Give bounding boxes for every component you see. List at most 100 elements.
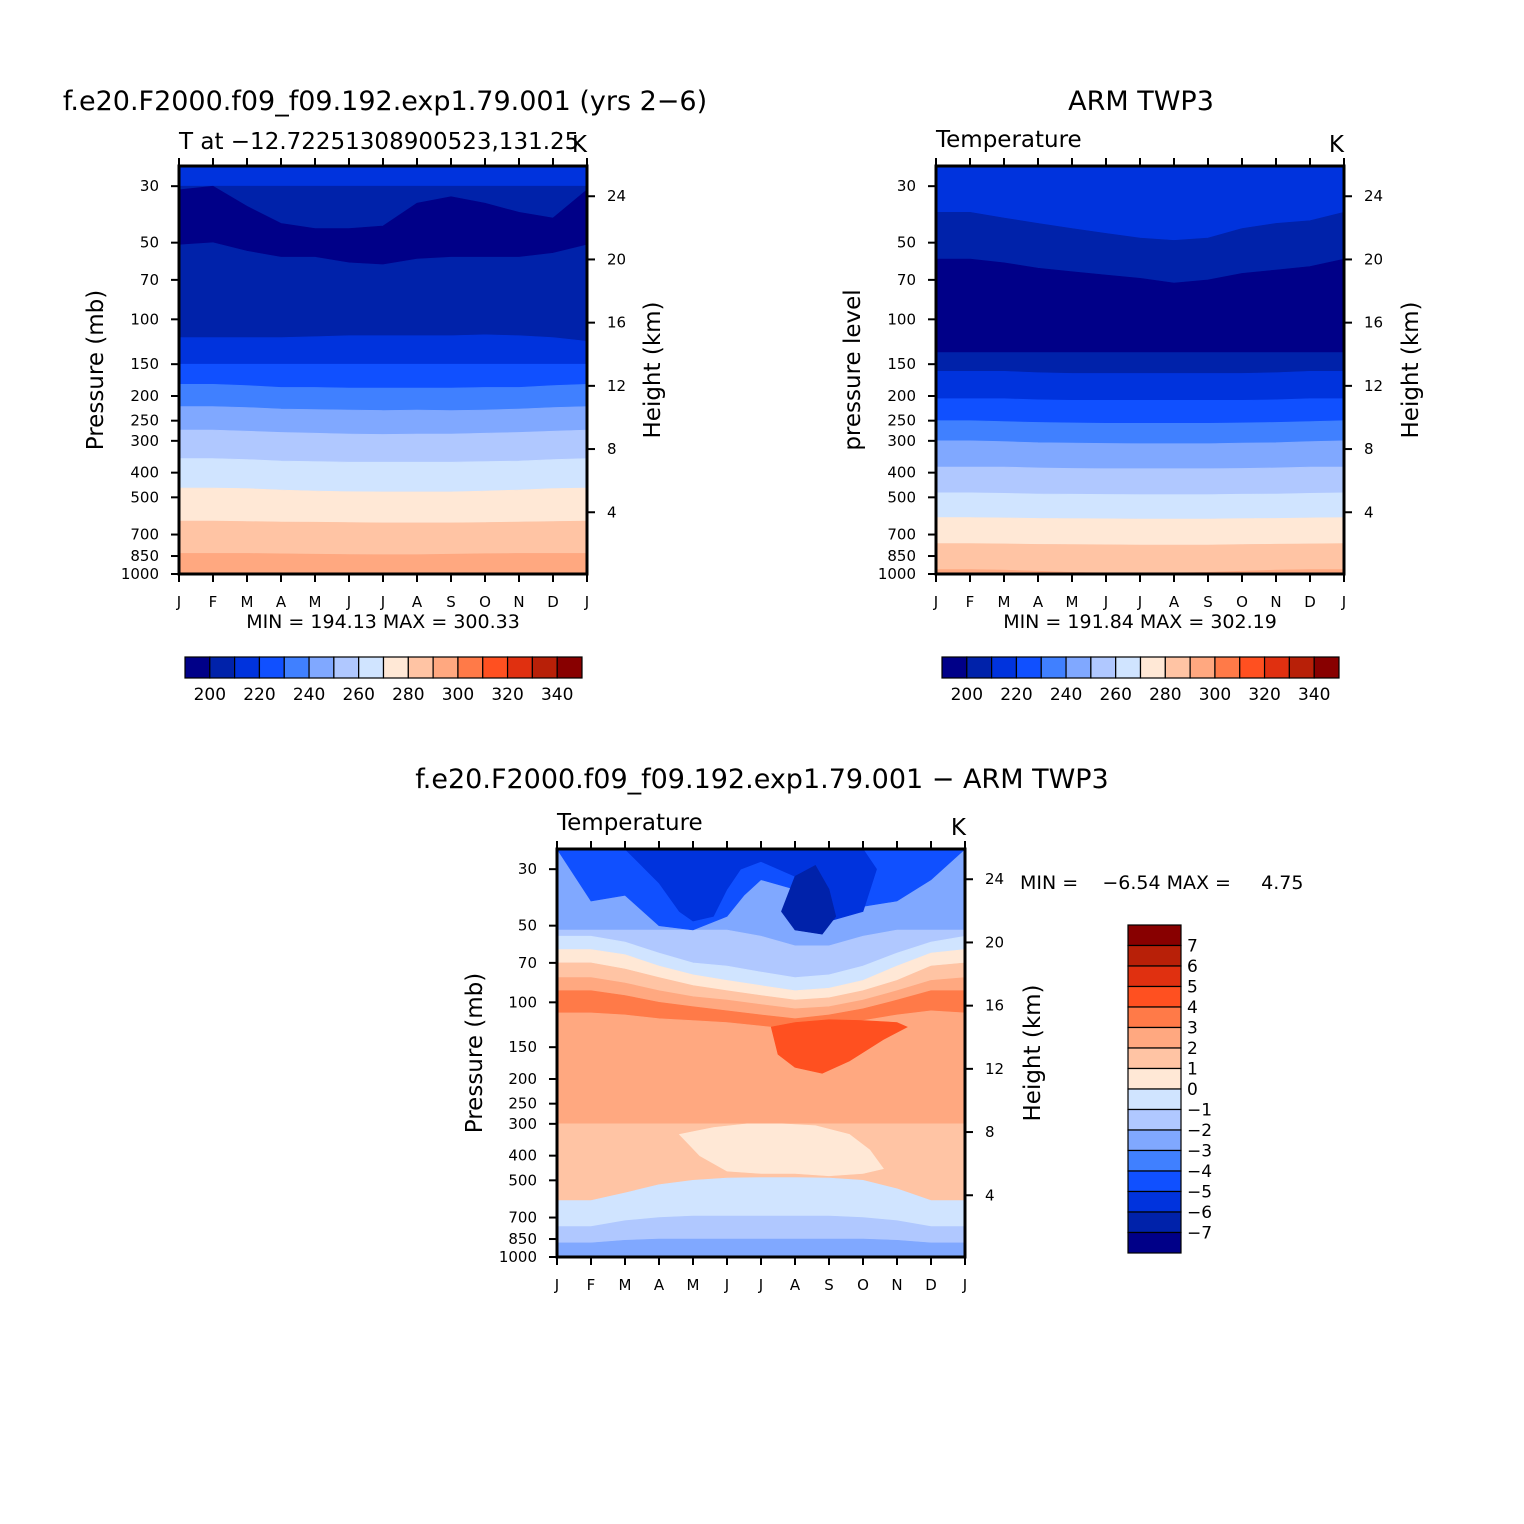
colorbar-label: −4	[1187, 1162, 1212, 1182]
y-tick-label: 300	[130, 432, 159, 450]
colorbar-box	[1127, 1108, 1182, 1131]
y-tick-label: 1000	[878, 565, 916, 583]
y-right-tick-label: 4	[1364, 503, 1374, 521]
x-tick-label: J	[758, 1276, 763, 1294]
panel-observation: ARM TWP3 Temperature K J F M A M J J A S O N D J 30 50…	[840, 86, 1424, 705]
y-tick-label: 70	[140, 271, 159, 289]
colorbar-label: 1	[1187, 1060, 1198, 1080]
panel-subtitle-right: K	[572, 132, 588, 158]
y-tick-label: 200	[508, 1070, 537, 1088]
colorbar-label: 4	[1187, 998, 1198, 1018]
colorbar-box	[1127, 1088, 1182, 1111]
colorbar-box	[258, 656, 285, 679]
contour-band-5	[935, 398, 1345, 424]
colorbar-label: −5	[1187, 1183, 1212, 1203]
colorbar-box	[457, 656, 484, 679]
colorbar-label: 340	[541, 685, 573, 705]
y-tick-label: 1000	[499, 1248, 537, 1266]
contour-band-4	[935, 371, 1345, 401]
colorbar-box	[1127, 1067, 1182, 1090]
y-tick-label: 850	[508, 1230, 537, 1248]
contour-blob-4	[678, 1123, 884, 1177]
x-tick-label: D	[925, 1276, 937, 1294]
y-right-tick-label: 8	[607, 440, 617, 458]
colorbar-box	[1127, 1231, 1182, 1254]
x-tick-label: J	[1341, 593, 1346, 611]
colorbar-box	[1127, 944, 1182, 967]
panel-difference: f.e20.F2000.f09_f09.192.exp1.79.001 − AR…	[415, 764, 1303, 1294]
x-tick-label: M	[998, 593, 1011, 611]
x-tick-label: A	[1169, 593, 1180, 611]
colorbar-box	[1127, 1149, 1182, 1172]
contour-fills	[935, 166, 1345, 575]
y-tick-label: 150	[508, 1038, 537, 1056]
colorbar-label: 260	[342, 685, 374, 705]
colorbar-box	[1263, 656, 1290, 679]
colorbar-box	[1090, 656, 1117, 679]
colorbar-box	[1015, 656, 1042, 679]
y-tick-label: 400	[508, 1147, 537, 1165]
x-tick-label: J	[724, 1276, 729, 1294]
colorbar-box	[234, 656, 261, 679]
y-tick-label: 300	[887, 432, 916, 450]
x-tick-label: D	[1304, 593, 1316, 611]
colorbar-box	[209, 656, 236, 679]
colorbar-box	[1127, 1026, 1182, 1049]
colorbar-box	[1127, 1190, 1182, 1213]
x-tick-label: A	[412, 593, 423, 611]
y-tick-label: 700	[887, 526, 916, 544]
y-right-tick-label: 16	[607, 314, 626, 332]
x-tick-label: S	[824, 1276, 834, 1294]
x-tick-label: O	[1236, 593, 1248, 611]
colorbar-label: 220	[1000, 685, 1032, 705]
contour-blob-1	[591, 848, 877, 922]
colorbar-label: −2	[1187, 1121, 1212, 1141]
colorbar-label: 220	[243, 685, 275, 705]
y-tick-label: 300	[508, 1115, 537, 1133]
colorbar-label: −7	[1187, 1224, 1212, 1244]
contour-band-10	[935, 517, 1345, 546]
y-tick-label: 150	[130, 355, 159, 373]
colorbar-label: −1	[1187, 1101, 1212, 1121]
colorbar-box	[1127, 985, 1182, 1008]
x-tick-label: M	[687, 1276, 700, 1294]
x-tick-label: J	[1103, 593, 1108, 611]
y-right-tick-label: 24	[1364, 187, 1383, 205]
y-right-tick-label: 12	[985, 1060, 1004, 1078]
y-tick-label: 400	[887, 464, 916, 482]
y-right-tick-label: 4	[607, 503, 617, 521]
colorbar-label: −3	[1187, 1142, 1212, 1162]
contour-fills	[556, 848, 966, 1258]
colorbar-box	[1139, 656, 1166, 679]
x-tick-label: F	[209, 593, 218, 611]
min-max-stats: MIN = −6.54 MAX = 4.75	[1020, 872, 1303, 894]
x-tick-label: M	[619, 1276, 632, 1294]
y-right-tick-label: 16	[1364, 314, 1383, 332]
colorbar-label: 7	[1187, 937, 1198, 957]
contour-blob-2	[781, 864, 837, 935]
x-tick-label: S	[1203, 593, 1213, 611]
colorbar-box	[482, 656, 509, 679]
colorbar-box	[1127, 1006, 1182, 1029]
y-right-tick-label: 20	[1364, 250, 1383, 268]
colorbar-label: 6	[1187, 957, 1198, 977]
colorbar-box	[1127, 1170, 1182, 1193]
colorbar-box	[1127, 1047, 1182, 1070]
x-tick-label: A	[654, 1276, 665, 1294]
y-tick-label: 1000	[121, 565, 159, 583]
colorbar-box	[432, 656, 459, 679]
colorbar-label: 320	[491, 685, 523, 705]
contour-band-7	[178, 406, 588, 435]
y-tick-label: 500	[508, 1171, 537, 1189]
colorbar-label: 0	[1187, 1080, 1198, 1100]
colorbar-box	[1189, 656, 1216, 679]
y-tick-label: 500	[130, 488, 159, 506]
y-tick-label: 50	[140, 234, 159, 252]
y-tick-label: 200	[130, 387, 159, 405]
colorbar-box	[1127, 924, 1182, 947]
colorbar-label: 280	[392, 685, 424, 705]
contour-band-7	[935, 440, 1345, 469]
y-axis-label: Pressure (mb)	[83, 290, 109, 450]
contour-blob-3	[770, 1019, 908, 1074]
y-right-tick-label: 16	[985, 997, 1004, 1015]
